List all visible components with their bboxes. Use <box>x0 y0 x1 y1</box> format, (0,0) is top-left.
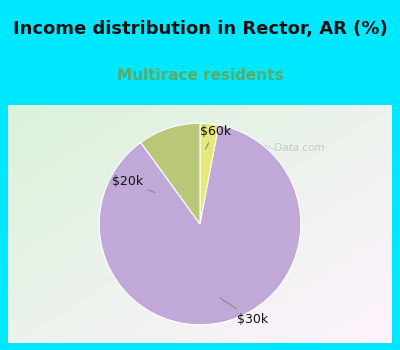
Wedge shape <box>141 123 200 224</box>
Text: $60k: $60k <box>200 125 231 149</box>
Text: Income distribution in Rector, AR (%): Income distribution in Rector, AR (%) <box>13 20 387 38</box>
Text: $20k: $20k <box>112 175 155 193</box>
Text: Multirace residents: Multirace residents <box>117 68 283 83</box>
Wedge shape <box>200 123 219 224</box>
Text: City-Data.com: City-Data.com <box>244 143 325 153</box>
Text: $30k: $30k <box>220 298 268 326</box>
Wedge shape <box>99 125 301 325</box>
